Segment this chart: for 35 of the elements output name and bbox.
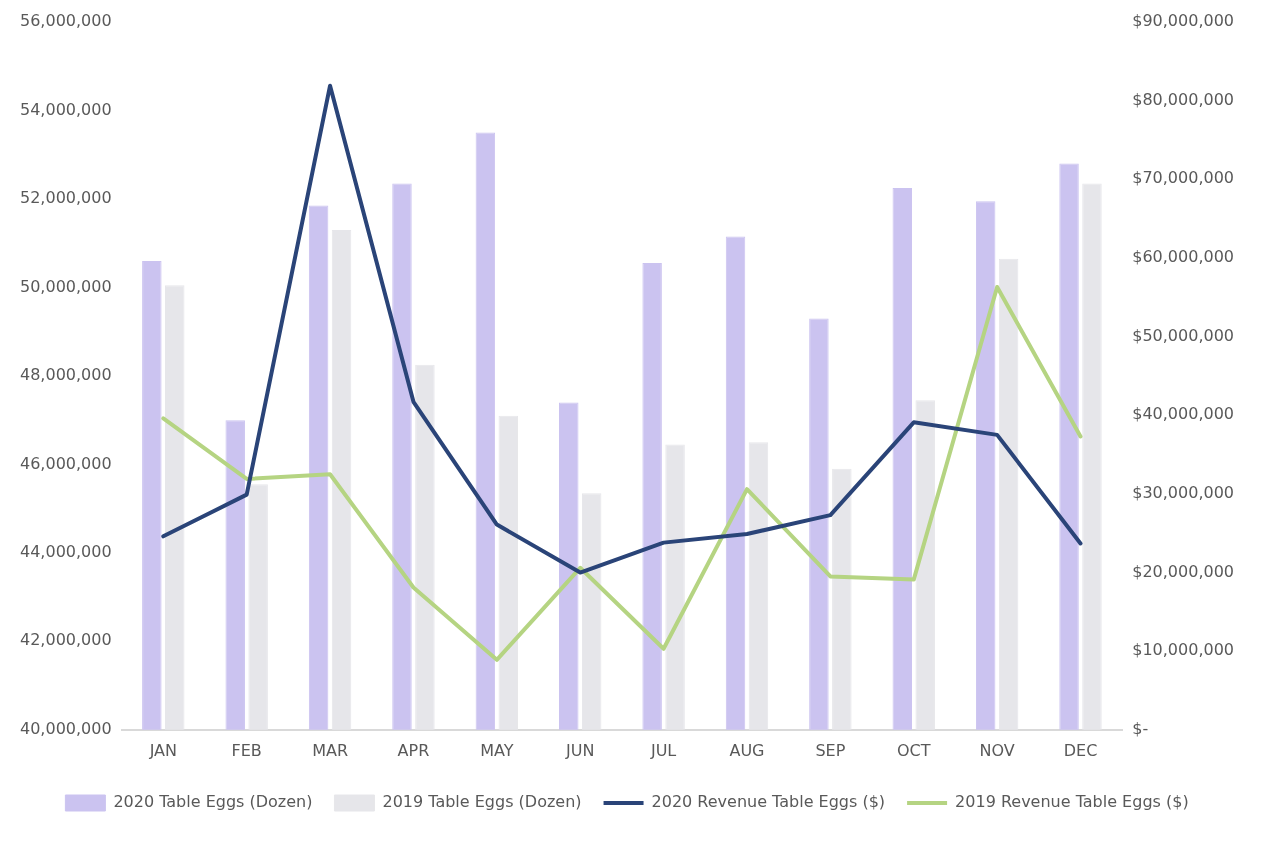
x-tick-label: DEC xyxy=(1063,740,1098,760)
legend-label: 2019 Revenue Table Eggs ($) xyxy=(955,792,1189,812)
x-tick-label: FEB xyxy=(231,740,262,760)
legend-label: 2020 Revenue Table Eggs ($) xyxy=(651,792,886,812)
x-tick-label: JUN xyxy=(565,740,595,760)
y2-tick-label: $- xyxy=(1132,718,1149,738)
x-tick-label: APR xyxy=(397,740,430,760)
legend-label: 2020 Table Eggs (Dozen) xyxy=(113,792,313,812)
y-tick-label: 50,000,000 xyxy=(20,276,112,296)
y-tick-label: 40,000,000 xyxy=(20,718,112,738)
y-tick-label: 42,000,000 xyxy=(20,630,112,650)
x-tick-label: SEP xyxy=(815,740,846,760)
y2-tick-label: $30,000,000 xyxy=(1132,483,1235,503)
y2-tick-label: $90,000,000 xyxy=(1132,11,1235,31)
y-tick-label: 52,000,000 xyxy=(20,188,112,208)
y2-tick-label: $50,000,000 xyxy=(1132,325,1235,345)
x-tick-label: JUL xyxy=(649,740,677,760)
y2-tick-label: $10,000,000 xyxy=(1132,640,1235,660)
y-tick-label: 56,000,000 xyxy=(20,11,112,31)
y-tick-label: 54,000,000 xyxy=(20,99,112,119)
x-tick-label: OCT xyxy=(896,740,931,760)
x-tick-label: AUG xyxy=(729,740,765,760)
x-tick-label: MAY xyxy=(480,740,514,760)
y-tick-label: 46,000,000 xyxy=(20,453,112,473)
legend-label: 2019 Table Eggs (Dozen) xyxy=(382,792,582,812)
x-tick-label: MAR xyxy=(312,740,349,760)
y2-tick-label: $40,000,000 xyxy=(1132,404,1235,424)
y-tick-label: 44,000,000 xyxy=(20,542,112,562)
y-tick-label: 48,000,000 xyxy=(20,365,112,385)
x-tick-label: JAN xyxy=(148,740,177,760)
y2-tick-label: $20,000,000 xyxy=(1132,561,1235,581)
y2-tick-label: $60,000,000 xyxy=(1132,247,1235,267)
y2-tick-label: $80,000,000 xyxy=(1132,89,1235,109)
y2-tick-label: $70,000,000 xyxy=(1132,168,1235,188)
x-tick-label: NOV xyxy=(979,740,1015,760)
